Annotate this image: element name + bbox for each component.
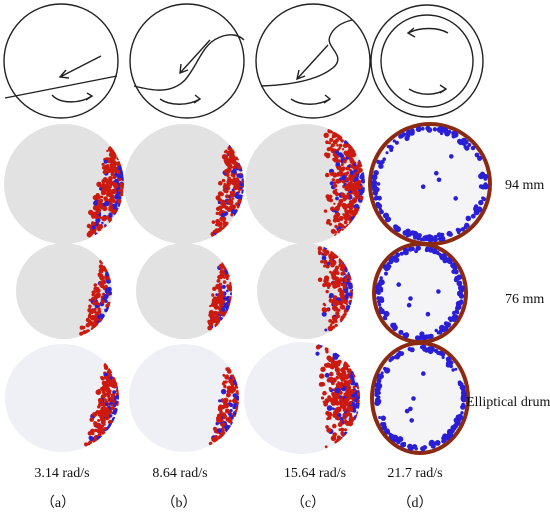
case-label-b: （b） bbox=[161, 496, 197, 511]
row-label-76mm: 76 mm bbox=[505, 292, 545, 307]
speed-label-d: 21.7 rad/s bbox=[387, 466, 443, 481]
drum-76mm-d bbox=[372, 242, 468, 344]
drum-94mm-a bbox=[4, 124, 124, 244]
schematic-rolling bbox=[3, 3, 119, 119]
drum-94mm-b bbox=[124, 124, 244, 244]
drum-76mm-a bbox=[16, 243, 112, 339]
case-label-c: （c） bbox=[290, 496, 326, 511]
drum-76mm-c bbox=[257, 243, 353, 339]
drum-elliptical-a bbox=[5, 344, 119, 452]
drum-76mm-b bbox=[136, 243, 232, 339]
drum-94mm-c bbox=[245, 124, 365, 244]
case-label-d: （d） bbox=[397, 496, 433, 511]
row-label-elliptical-drum: Elliptical drum bbox=[466, 395, 550, 410]
drum-elliptical-c bbox=[244, 342, 360, 454]
schematic-cascading bbox=[129, 3, 245, 119]
drum-elliptical-b bbox=[129, 344, 239, 452]
row-label-94mm: 94 mm bbox=[505, 178, 545, 193]
schematic-cataracting bbox=[255, 3, 371, 119]
simulation-drums bbox=[4, 122, 492, 455]
case-label-a: （a） bbox=[40, 496, 76, 511]
speed-label-a: 3.14 rad/s bbox=[34, 466, 90, 481]
drum-elliptical-d bbox=[370, 341, 470, 455]
speed-label-b: 8.64 rad/s bbox=[152, 466, 208, 481]
drum-94mm-d bbox=[368, 122, 492, 246]
schematic-centrifuging bbox=[370, 4, 484, 118]
speed-label-c: 15.64 rad/s bbox=[283, 466, 347, 481]
